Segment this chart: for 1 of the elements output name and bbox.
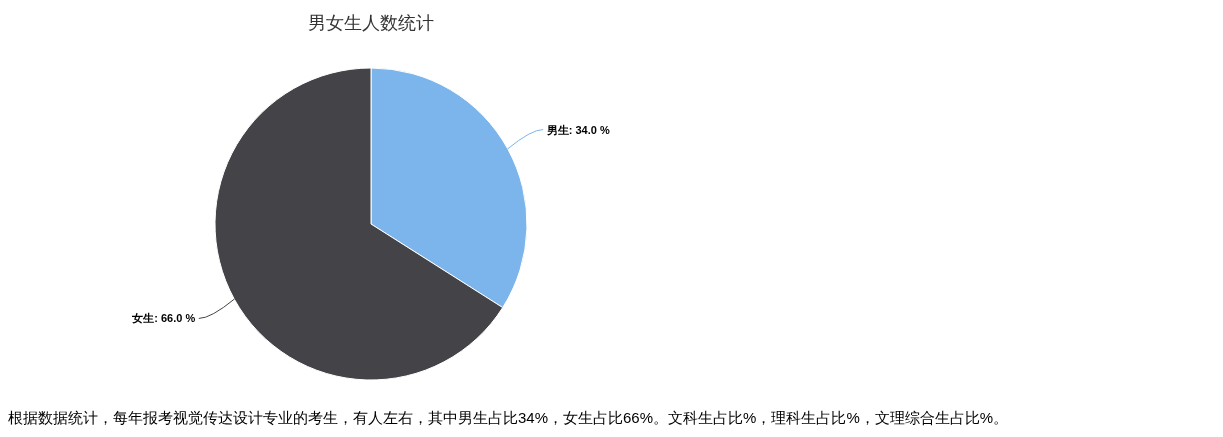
- title: 男女生人数统计: [308, 13, 434, 33]
